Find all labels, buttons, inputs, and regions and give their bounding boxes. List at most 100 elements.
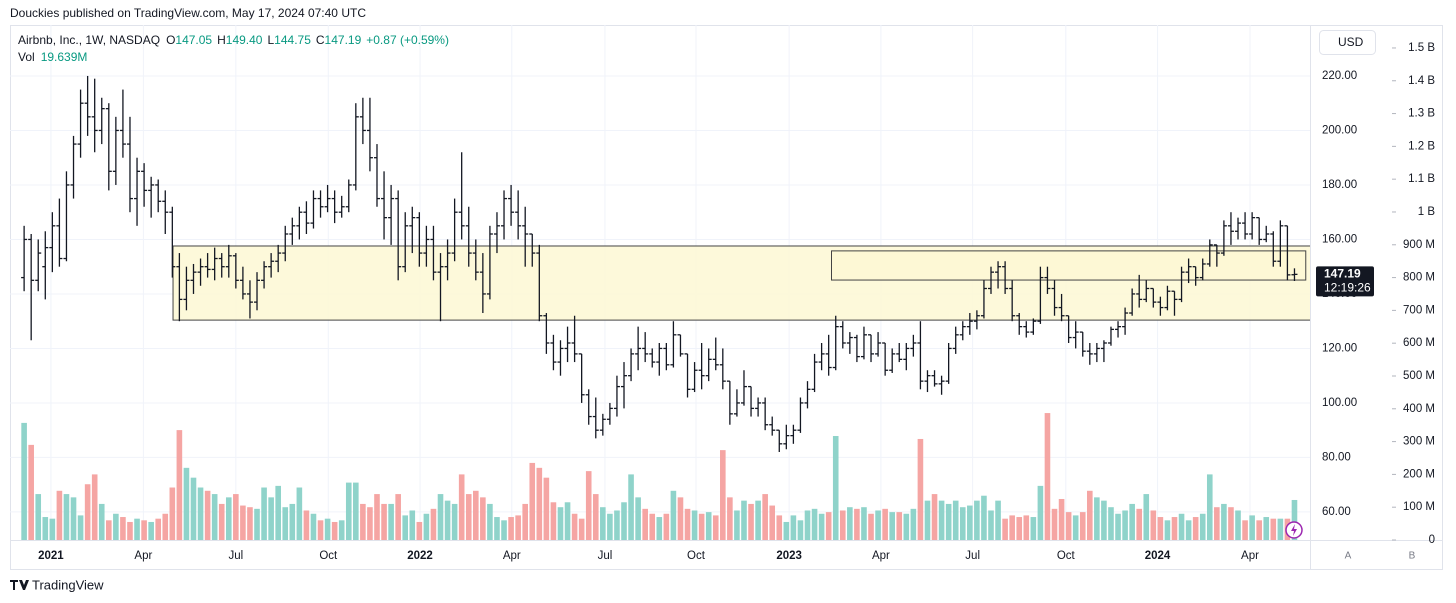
volume-bar: [727, 497, 733, 540]
volume-bar: [917, 438, 924, 540]
volume-bar: [536, 467, 543, 540]
volume-bar: [1002, 518, 1008, 540]
volume-bar: [240, 505, 246, 540]
volume-bar: [790, 515, 797, 540]
volume-bar: [106, 520, 112, 540]
volume-bar: [600, 507, 606, 540]
volume-bar: [402, 515, 409, 540]
volume-bar: [480, 497, 486, 540]
volume-bar: [113, 513, 119, 540]
volume-bar: [861, 507, 867, 540]
volume-bar: [585, 471, 592, 540]
volume-bar: [345, 482, 352, 540]
volume-bar: [42, 517, 49, 540]
volume-bar: [1206, 474, 1213, 540]
volume-bar: [1157, 517, 1164, 540]
legend-key: C: [316, 33, 325, 47]
volume-bar: [1256, 520, 1262, 540]
volume-bar: [162, 513, 169, 540]
y-tick-label: 120.00: [1322, 342, 1357, 354]
volume-bar: [423, 513, 430, 540]
volume-bar: [811, 508, 818, 540]
volume-bar: [1016, 517, 1023, 540]
y2-tick-label: 1 B: [1418, 206, 1436, 218]
volume-bar: [1087, 490, 1093, 540]
x-tick-label: 2024: [1145, 550, 1171, 562]
volume-bar: [409, 510, 416, 540]
volume-bar: [1242, 520, 1248, 540]
volume-bar: [1044, 413, 1051, 540]
y2-tick-label: 0: [1429, 534, 1435, 546]
volume-bar: [896, 512, 903, 540]
volume-bar: [367, 507, 373, 540]
legend-value: 149.40: [226, 33, 263, 47]
volume-bar: [691, 510, 698, 540]
volume-bar: [1030, 517, 1037, 540]
currency-button[interactable]: [1319, 30, 1376, 55]
volume-bar: [1221, 503, 1227, 540]
volume-bar: [741, 500, 747, 540]
volume-bar: [698, 513, 705, 540]
volume-bar: [762, 494, 768, 540]
y2-tick-label: 1.4 B: [1408, 75, 1435, 87]
volume-title: Vol: [18, 50, 35, 64]
volume-bar: [769, 505, 776, 540]
volume-bar: [529, 462, 536, 540]
volume-bar: [1214, 507, 1220, 540]
volume-bar: [847, 507, 853, 540]
y2-tick-label: 500 M: [1403, 370, 1435, 382]
volume-bar: [564, 502, 571, 540]
volume-bar: [120, 517, 126, 540]
volume-bar: [472, 490, 479, 540]
volume-bar: [63, 494, 70, 540]
volume-bar: [1023, 515, 1030, 540]
volume-bar: [1072, 515, 1079, 540]
scale-button-b[interactable]: [1404, 548, 1420, 564]
volume-bar: [416, 521, 423, 540]
zones: [172, 245, 1310, 321]
x-tick-label: Apr: [1241, 550, 1259, 562]
y-tick-label: 60.00: [1322, 506, 1351, 518]
volume-bar: [797, 520, 804, 540]
volume-bar: [783, 521, 790, 540]
legend-value: 147.05: [175, 33, 212, 47]
volume-bar: [649, 513, 656, 540]
volume-bar: [522, 503, 529, 540]
volume-bar: [924, 500, 931, 540]
volume-bar: [451, 503, 458, 540]
volume-bar: [868, 513, 874, 540]
volume-bar: [720, 450, 726, 540]
legend-value: 144.75: [274, 33, 311, 47]
y2-tick-label: 600 M: [1403, 337, 1435, 349]
symbol-title: Airbnb, Inc., 1W, NASDAQ: [18, 33, 160, 47]
volume-bar: [84, 484, 91, 540]
volume-bar: [1129, 503, 1135, 540]
x-tick-label: Apr: [872, 550, 890, 562]
x-tick-label: Oct: [687, 550, 706, 562]
volume-bar: [134, 518, 140, 540]
volume-bar: [225, 497, 232, 540]
price-bars: [21, 75, 1298, 452]
legend-change: +0.87 (+0.59%): [366, 33, 449, 47]
tv-logo: [10, 580, 29, 590]
y-tick-label: 100.00: [1322, 397, 1357, 409]
volume-bar: [197, 487, 204, 540]
volume-bar: [338, 520, 345, 540]
volume-bar: [1115, 513, 1121, 540]
volume-bar: [261, 487, 267, 540]
volume-bar: [353, 482, 359, 540]
volume-bar: [1150, 510, 1157, 540]
x-tick-label: Jul: [965, 550, 980, 562]
volume-bar: [515, 515, 521, 540]
volume-bar: [642, 508, 648, 540]
volume-bar: [825, 512, 832, 540]
y-tick-label: 220.00: [1322, 70, 1357, 82]
scale-button-a[interactable]: [1340, 548, 1356, 564]
volume-bar: [183, 467, 190, 540]
volume-bar: [211, 494, 218, 540]
volume-bar: [959, 507, 966, 540]
x-tick-label: 2021: [38, 550, 64, 562]
volume-bar: [952, 500, 959, 540]
